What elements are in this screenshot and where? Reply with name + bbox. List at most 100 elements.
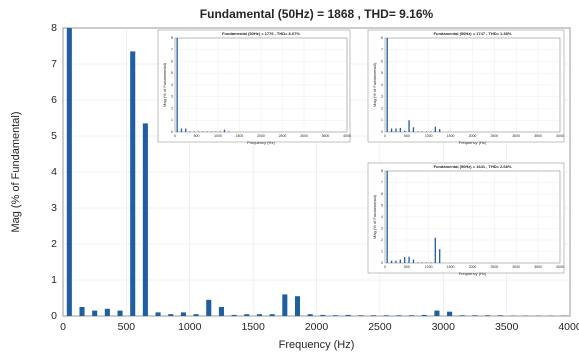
bar [430,131,432,132]
bar [185,128,187,132]
bar [79,307,85,316]
x-tick-label: 3000 [432,321,456,333]
bar [130,51,136,316]
x-tick-label: 1000 [425,134,433,138]
bar [219,131,221,132]
bar [223,129,226,132]
bar [193,131,195,132]
x-tick-label: 3000 [300,134,308,138]
bar [421,262,423,263]
bar [439,129,441,132]
y-tick-label: 3 [51,202,57,214]
x-axis-label: Frequency (Hz) [459,271,487,276]
bar [231,314,237,316]
bar [447,311,453,316]
y-axis-label: Mag (% of Fundamental) [162,62,167,107]
y-axis-label: Mag (% of Fundamental) [372,62,377,107]
bars [386,171,441,263]
x-tick-label: 2000 [257,134,265,138]
bar [395,128,397,132]
x-tick-label: 3500 [534,134,542,138]
bar [215,131,217,132]
x-tick-label: 0 [384,265,386,269]
x-tick-label: 500 [404,134,410,138]
bar [142,123,148,316]
bar [218,307,224,316]
x-tick-label: 3500 [322,134,330,138]
y-tick-label: 7 [381,48,383,52]
y-tick-label: 3 [381,226,383,230]
bar [117,310,123,316]
x-tick-label: 0 [384,134,386,138]
y-tick-label: 2 [381,106,383,110]
chart-panel: 0 1 2 3 4 5 6 7 8 0 500 1000 1500 2000 2500 3000 3500 400… [367,29,565,145]
y-tick-label: 5 [171,71,173,75]
bar [155,312,161,316]
bar [425,131,428,132]
x-tick-label: 1000 [214,134,222,138]
y-tick-label: 8 [381,36,383,40]
bar [399,259,401,263]
bar [386,38,388,132]
y-tick-label: 1 [381,118,383,122]
x-tick-label: 4000 [556,134,564,138]
bars [386,38,441,132]
bar [404,130,406,132]
bar [92,310,98,316]
y-axis-label: Mag (% of Fundamental) [372,194,377,239]
bar [404,257,406,263]
y-tick-label: 1 [171,118,173,122]
bar [421,131,423,132]
bar [497,315,503,316]
bar [417,262,419,263]
chart-title: Fundamental (50Hz) = 1641 , THD= 2.68% [434,164,512,169]
bar [180,312,186,316]
bar [399,127,401,132]
x-tick-label: 1000 [178,321,202,333]
y-tick-label: 8 [381,169,383,173]
x-tick-label: 1500 [447,265,455,269]
x-tick-label: 2000 [305,321,329,333]
bar [228,131,230,132]
bar [180,128,183,132]
bar [396,315,402,316]
bar [412,259,415,263]
y-axis-label: Mag (% of Fundamental) [10,111,22,232]
bar [485,315,491,316]
x-tick-label: 3000 [512,265,520,269]
bar [256,314,262,316]
bar [104,308,110,316]
x-tick-label: 4000 [556,265,564,269]
x-axis-label: Frequency (Hz) [247,140,275,145]
bar [66,28,72,316]
bar [386,171,388,263]
y-tick-label: 8 [51,22,57,34]
y-tick-label: 2 [381,238,383,242]
x-tick-label: 1500 [241,321,265,333]
bar [176,38,178,132]
x-tick-label: 2000 [469,134,477,138]
bar [320,314,326,316]
bar [269,314,275,316]
bar [371,315,377,316]
bar [168,314,174,316]
y-tick-label: 1 [51,274,57,286]
y-tick-label: 4 [381,83,383,87]
y-tick-label: 2 [171,106,173,110]
x-tick-label: 0 [60,321,66,333]
y-tick-label: 4 [171,83,173,87]
x-tick-label: 1000 [425,265,433,269]
y-tick-label: 8 [171,36,173,40]
bar [390,128,393,132]
x-tick-label: 3500 [534,265,542,269]
bar [189,131,191,132]
bar [408,120,410,132]
x-tick-label: 2500 [490,134,498,138]
x-tick-label: 1500 [447,134,455,138]
bar [434,126,436,132]
chart-title: Fundamental (50Hz) = 1776 , THD= 8.07% [222,31,300,36]
bar [425,262,428,263]
bar [193,314,199,316]
y-tick-label: 1 [381,249,383,253]
